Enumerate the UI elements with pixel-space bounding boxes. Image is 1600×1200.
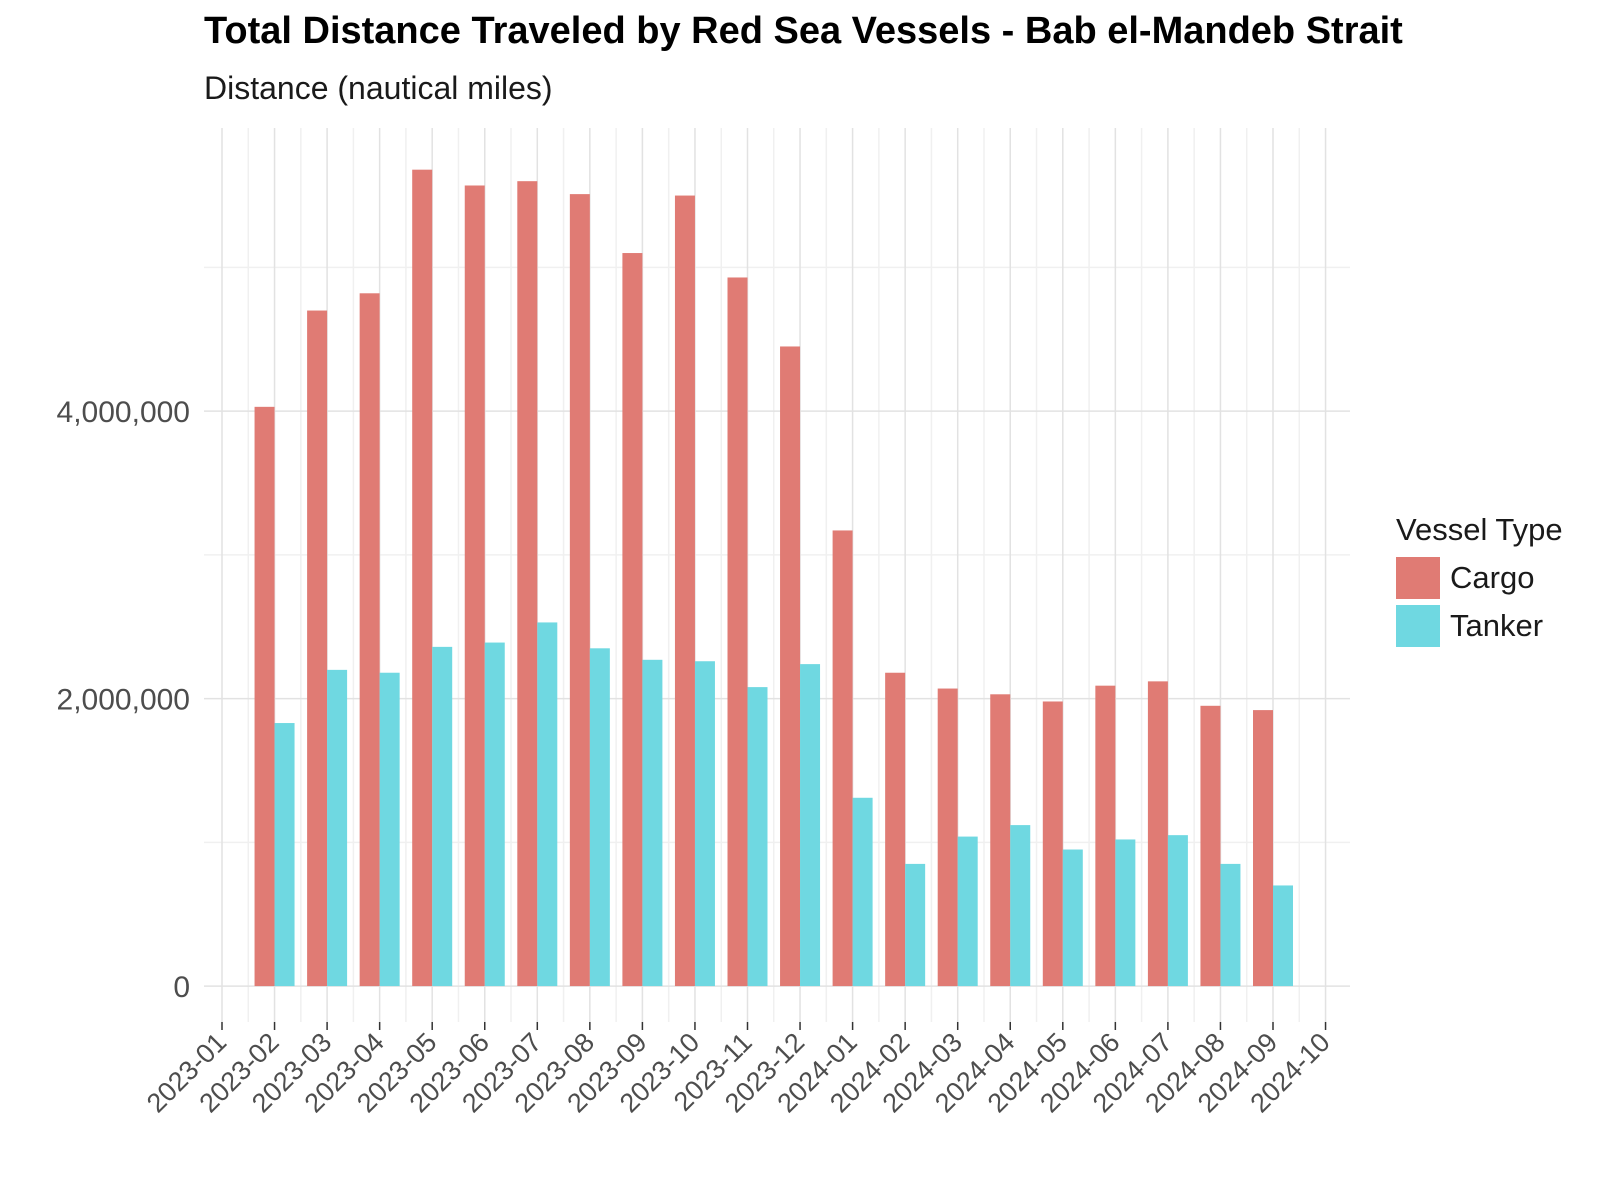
bar-cargo-2024-03 <box>937 688 958 987</box>
bar-tanker-2023-12 <box>800 664 821 987</box>
bar-tanker-2024-09 <box>1273 885 1293 987</box>
bar-layer <box>254 169 1293 987</box>
bar-tanker-2023-03 <box>327 669 348 987</box>
bar-tanker-2023-11 <box>747 687 768 987</box>
legend-item-tanker: Tanker <box>1396 602 1563 650</box>
bar-cargo-2023-09 <box>622 253 643 987</box>
legend: Vessel Type Cargo Tanker <box>1396 512 1563 650</box>
bar-tanker-2024-05 <box>1062 849 1083 987</box>
y-tick-label: 2,000,000 <box>57 684 190 717</box>
bar-tanker-2024-08 <box>1220 863 1241 987</box>
bar-tanker-2023-09 <box>642 659 663 987</box>
bar-cargo-2024-07 <box>1147 681 1168 987</box>
bar-cargo-2023-10 <box>674 195 695 987</box>
bar-cargo-2024-09 <box>1253 710 1273 987</box>
bar-tanker-2023-08 <box>589 648 610 987</box>
bar-cargo-2024-04 <box>990 694 1011 987</box>
bar-cargo-2024-05 <box>1042 701 1063 987</box>
bar-cargo-2023-05 <box>412 169 433 987</box>
y-tick-label: 4,000,000 <box>57 396 190 429</box>
bar-tanker-2024-04 <box>1010 825 1031 987</box>
bar-tanker-2023-06 <box>484 642 505 987</box>
bar-tanker-2023-10 <box>694 661 715 987</box>
bar-cargo-2024-02 <box>885 672 906 987</box>
bar-tanker-2024-06 <box>1115 839 1136 987</box>
bar-tanker-2024-02 <box>905 863 926 987</box>
legend-swatch-tanker <box>1396 605 1440 647</box>
legend-label-tanker: Tanker <box>1450 608 1544 643</box>
bar-cargo-2023-06 <box>464 185 485 987</box>
bar-cargo-2024-01 <box>832 530 853 987</box>
bar-cargo-2023-08 <box>569 194 590 987</box>
y-tick-label: 0 <box>173 971 190 1004</box>
bar-cargo-2023-07 <box>517 181 538 987</box>
legend-label-cargo: Cargo <box>1450 560 1535 595</box>
legend-item-cargo: Cargo <box>1396 554 1563 602</box>
bar-tanker-2023-02 <box>274 723 295 987</box>
bar-cargo-2023-04 <box>359 293 380 987</box>
bar-cargo-2024-08 <box>1200 705 1221 987</box>
bar-tanker-2024-01 <box>852 797 873 987</box>
bar-tanker-2023-07 <box>537 622 558 987</box>
bar-tanker-2023-05 <box>432 646 453 987</box>
bar-tanker-2024-07 <box>1167 835 1188 987</box>
bar-cargo-2023-02 <box>254 406 275 987</box>
bar-tanker-2023-04 <box>379 672 400 987</box>
chart-subtitle: Distance (nautical miles) <box>204 70 553 106</box>
bar-cargo-2023-11 <box>727 277 748 987</box>
legend-swatch-cargo <box>1396 557 1440 599</box>
bar-cargo-2024-06 <box>1095 685 1116 987</box>
chart-title: Total Distance Traveled by Red Sea Vesse… <box>204 10 1403 52</box>
bar-cargo-2023-03 <box>307 310 328 987</box>
bar-cargo-2023-12 <box>780 346 801 987</box>
legend-title: Vessel Type <box>1396 512 1563 547</box>
bar-tanker-2024-03 <box>957 836 978 987</box>
